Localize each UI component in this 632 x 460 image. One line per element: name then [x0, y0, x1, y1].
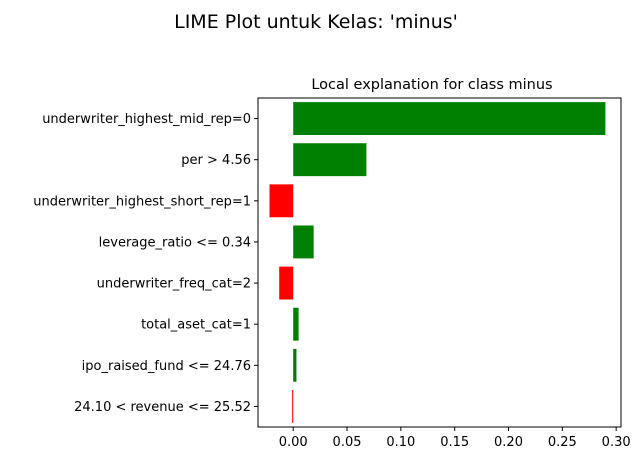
bar: [292, 389, 294, 423]
y-tick-label: underwriter_freq_cat=2: [97, 277, 251, 292]
y-tick-label: total_aset_cat=1: [141, 318, 251, 333]
y-tick-label: underwriter_highest_mid_rep=0: [42, 112, 251, 127]
plot-frame: [257, 97, 622, 428]
x-tick-label: 0.15: [440, 435, 469, 450]
bar: [279, 266, 294, 300]
y-tick-label: underwriter_highest_short_rep=1: [33, 194, 251, 209]
bar: [293, 348, 297, 382]
bars-group: [269, 102, 606, 423]
bar: [293, 225, 314, 259]
bar: [293, 143, 367, 177]
y-tick-label: leverage_ratio <= 0.34: [99, 235, 251, 250]
chart-title: Local explanation for class minus: [311, 77, 552, 93]
x-axis: 0.00 0.05 0.10 0.15 0.20 0.25 0.30: [279, 427, 631, 450]
x-tick-label: 0.20: [494, 435, 523, 450]
bar: [269, 184, 294, 218]
x-tick-label: 0.10: [386, 435, 415, 450]
x-tick-label: 0.25: [548, 435, 577, 450]
figure-suptitle: LIME Plot untuk Kelas: 'minus': [174, 11, 458, 33]
x-tick-label: 0.05: [333, 435, 362, 450]
y-tick-label: per > 4.56: [181, 153, 251, 168]
y-tick-label: 24.10 < revenue <= 25.52: [74, 400, 251, 415]
bar: [293, 102, 606, 136]
x-tick-label: 0.30: [602, 435, 631, 450]
x-tick-label: 0.00: [279, 435, 308, 450]
y-tick-label: ipo_raised_fund <= 24.76: [82, 359, 251, 374]
bar: [293, 307, 299, 341]
